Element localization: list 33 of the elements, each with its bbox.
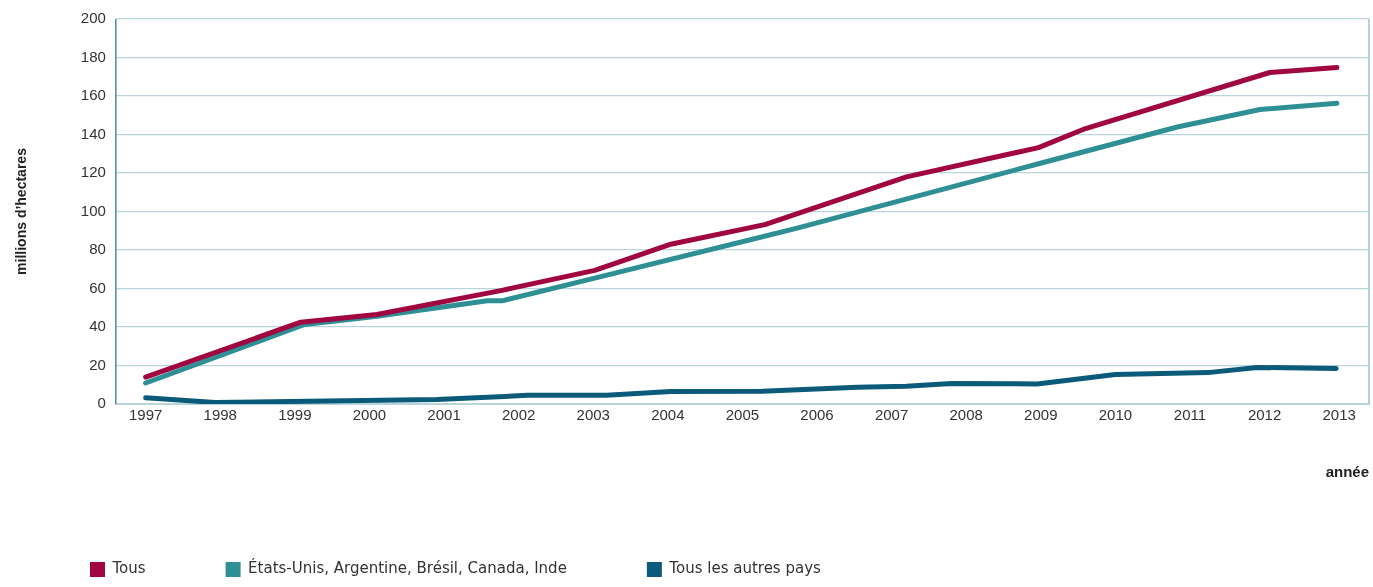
y-tick-label: 140 — [80, 124, 106, 142]
x-tick-label: 2011 — [1173, 406, 1207, 424]
y-tick-label: 0 — [97, 394, 106, 412]
y-tick-label: 180 — [80, 47, 106, 65]
x-tick-label: 2009 — [1024, 406, 1058, 424]
x-tick-label: 2005 — [725, 406, 760, 424]
x-axis-title: année — [1325, 463, 1369, 481]
x-tick-label: 2000 — [352, 406, 387, 424]
y-tick-label: 200 — [80, 9, 106, 27]
y-tick-label: 100 — [80, 201, 106, 219]
x-tick-label: 1999 — [278, 406, 312, 424]
x-tick-label: 2003 — [576, 406, 610, 424]
y-tick-label: 160 — [80, 86, 106, 104]
y-axis-title: millions d’hectares — [13, 147, 30, 275]
legend-label: Tous les autres pays — [668, 559, 822, 578]
x-tick-label: 2012 — [1247, 406, 1282, 424]
y-tick-label: 80 — [89, 240, 106, 258]
x-tick-label: 2010 — [1098, 406, 1133, 424]
x-tick-label: 1998 — [203, 406, 237, 424]
x-tick-label: 2008 — [949, 406, 983, 424]
x-tick-label: 2013 — [1322, 406, 1356, 424]
legend-label: États-Unis, Argentine, Brésil, Canada, Inde — [248, 558, 567, 578]
y-tick-label: 20 — [89, 355, 106, 373]
x-tick-label: 1997 — [128, 406, 163, 424]
x-tick-label: 2001 — [427, 406, 461, 424]
x-tick-label: 2007 — [874, 406, 909, 424]
legend-label: Tous — [111, 559, 146, 578]
x-tick-label: 2002 — [501, 406, 536, 424]
x-tick-label: 2006 — [800, 406, 834, 424]
y-tick-label: 40 — [89, 317, 106, 335]
y-tick-label: 120 — [80, 163, 106, 181]
y-tick-label: 60 — [89, 278, 106, 296]
x-tick-label: 2004 — [651, 406, 685, 424]
